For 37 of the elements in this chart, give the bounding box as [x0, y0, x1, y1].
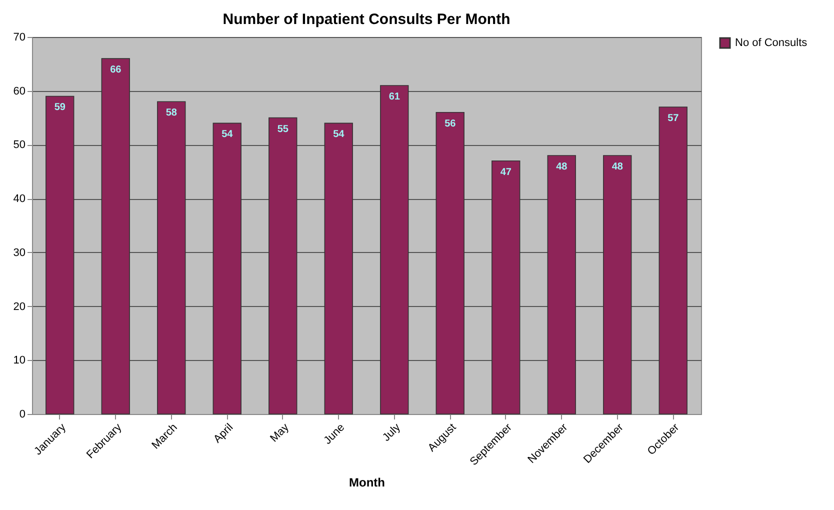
y-tick-label: 50 — [13, 139, 26, 152]
data-label: 61 — [388, 91, 400, 102]
data-label: 59 — [54, 102, 66, 114]
y-tick-label: 70 — [13, 32, 26, 44]
data-label: 48 — [612, 161, 624, 172]
data-label: 55 — [277, 124, 289, 135]
y-tick-label: 20 — [13, 300, 26, 313]
data-label: 54 — [333, 129, 345, 140]
data-label: 58 — [166, 108, 178, 119]
y-tick-label: 0 — [19, 408, 26, 420]
y-tick-label: 10 — [13, 354, 26, 367]
y-tick-label: 40 — [13, 193, 26, 206]
bar — [547, 155, 576, 414]
data-label: 56 — [444, 118, 456, 130]
bar — [157, 101, 186, 414]
x-axis-title: Month — [349, 475, 385, 490]
bar — [436, 112, 464, 414]
data-label: 66 — [110, 64, 122, 76]
y-tick-label: 60 — [13, 85, 26, 98]
y-tick-label: 30 — [13, 246, 26, 259]
data-label: 47 — [500, 166, 512, 178]
data-label: 48 — [556, 161, 568, 172]
bar — [380, 85, 409, 414]
legend-label: No of Consults — [735, 37, 808, 49]
bar — [658, 106, 688, 414]
bar — [46, 96, 74, 414]
bar — [101, 58, 130, 414]
bar — [268, 117, 298, 414]
bar — [212, 122, 242, 414]
bar — [603, 155, 632, 414]
chart-title: Number of Inpatient Consults Per Month — [222, 11, 510, 28]
x-tick-label: May — [268, 421, 292, 445]
data-label: 57 — [668, 113, 680, 124]
bar — [492, 160, 520, 414]
data-label: 54 — [222, 129, 234, 140]
x-tick-label: July — [380, 421, 404, 444]
bar — [324, 122, 353, 414]
